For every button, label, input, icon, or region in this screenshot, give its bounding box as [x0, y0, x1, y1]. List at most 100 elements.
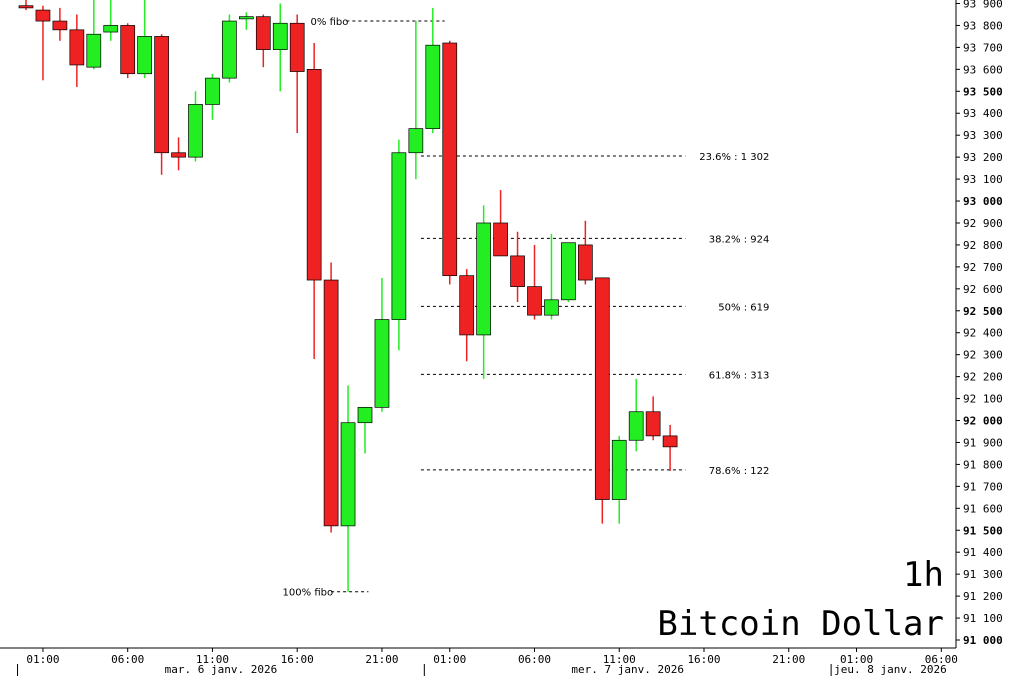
candle-body-up: [103, 25, 119, 33]
candle-body-up: [188, 104, 203, 158]
price-tick-label: 91 000: [963, 634, 1003, 647]
candle: [18, 0, 34, 11]
candle-body-down: [154, 36, 169, 154]
candle: [239, 12, 254, 30]
fibo-label: 0% fibo: [311, 17, 349, 28]
price-tick-label: 91 800: [963, 458, 1003, 471]
price-tick-label: 91 100: [963, 612, 1003, 625]
price-tick-label: 93 300: [963, 129, 1003, 142]
price-tick-label: 91 200: [963, 590, 1003, 603]
candle: [52, 7, 68, 41]
price-tick-label: 93 200: [963, 151, 1003, 164]
time-tick-label: 21:00: [772, 653, 805, 666]
candle-body-down: [171, 152, 186, 158]
candle-body-down: [527, 286, 542, 316]
price-tick-label: 91 900: [963, 436, 1003, 449]
price-tick-label: 92 900: [963, 217, 1003, 230]
candle-body-down: [69, 29, 85, 66]
time-tick-label: 16:00: [281, 653, 314, 666]
candle: [171, 137, 186, 171]
time-tick-label: 11:00: [603, 653, 636, 666]
candle: [35, 5, 51, 81]
time-tick-label: 01:00: [433, 653, 466, 666]
price-tick-label: 91 500: [963, 524, 1003, 537]
time-tick-label: 06:00: [518, 653, 551, 666]
time-tick-label: 21:00: [365, 653, 398, 666]
candle-body-down: [18, 5, 34, 9]
price-tick-label: 93 700: [963, 41, 1003, 54]
candle: [544, 233, 559, 320]
candles: [18, 0, 678, 592]
candle-body-up: [408, 128, 424, 154]
candle-body-up: [425, 44, 441, 129]
candle-body-up: [272, 22, 288, 50]
price-tick-label: 91 400: [963, 546, 1003, 559]
fibo-label: 61.8% : 313: [709, 370, 770, 381]
chart-title: Bitcoin Dollar: [657, 604, 944, 644]
price-tick-label: 92 600: [963, 283, 1003, 296]
candle: [323, 262, 339, 533]
candle: [255, 14, 271, 68]
candle-body-up: [611, 439, 627, 500]
candle: [188, 91, 203, 162]
candle: [69, 14, 85, 87]
candle-body-down: [510, 255, 525, 287]
candle-body-up: [357, 406, 373, 424]
candle-body-down: [120, 25, 136, 75]
price-tick-label: 91 300: [963, 568, 1003, 581]
candle: [611, 435, 627, 524]
candle-body-up: [561, 242, 576, 301]
price-tick-label: 92 700: [963, 261, 1003, 274]
fibo-label: 23.6% : 1 302: [699, 152, 769, 163]
price-tick-label: 92 100: [963, 393, 1003, 406]
fibonacci-retracement: 0% fibo 23.6% : 1 302 38.2% : 924 50% : 619…: [283, 17, 770, 599]
price-tick-label: 93 000: [963, 195, 1003, 208]
candle: [476, 205, 491, 379]
candle-body-down: [289, 22, 305, 72]
price-tick-label: 92 400: [963, 327, 1003, 340]
candle-body-up: [205, 77, 220, 105]
candle-body-down: [594, 277, 610, 500]
candle: [577, 220, 593, 285]
fibo-label: 78.6% : 122: [709, 466, 770, 477]
candle: [459, 269, 475, 362]
candle: [222, 14, 237, 83]
fibo-label: 100% fibo: [283, 588, 334, 599]
candle-body-down: [323, 279, 339, 527]
price-tick-label: 92 000: [963, 415, 1003, 428]
candle-body-down: [255, 16, 271, 50]
candle: [662, 424, 678, 471]
candle-body-up: [391, 152, 407, 320]
price-tick-label: 91 700: [963, 480, 1003, 493]
candle-body-up: [239, 16, 254, 20]
candle-body-down: [459, 275, 475, 336]
time-tick-label: 11:00: [196, 653, 229, 666]
time-tick-label: 06:00: [111, 653, 144, 666]
time-tick-label: 06:00: [925, 653, 958, 666]
candle: [374, 277, 390, 412]
candle-body-up: [544, 299, 559, 316]
time-tick-label: 01:00: [840, 653, 873, 666]
price-tick-label: 93 800: [963, 19, 1003, 32]
candle: [306, 43, 322, 360]
candle: [408, 21, 424, 180]
price-tick-label: 92 200: [963, 371, 1003, 384]
candle: [86, 0, 102, 70]
candle: [272, 3, 288, 92]
price-tick-label: 92 300: [963, 349, 1003, 362]
price-tick-label: 92 500: [963, 305, 1003, 318]
candle: [289, 14, 305, 133]
price-axis: 93 900 93 800 93 700 93 600 93 500 93 400 93 3…: [955, 0, 1003, 648]
day-label: mar. 6 janv. 2026: [165, 663, 278, 676]
candle-body-down: [35, 9, 51, 22]
price-tick-label: 91 600: [963, 502, 1003, 515]
candle-body-down: [577, 244, 593, 281]
candle: [628, 378, 644, 452]
candle-body-up: [137, 36, 152, 75]
candle-body-up: [86, 33, 102, 68]
price-tick-label: 93 900: [963, 0, 1003, 11]
day-label: mer. 7 janv. 2026: [571, 663, 684, 676]
candle: [357, 406, 373, 454]
candle-body-down: [493, 222, 508, 257]
candle: [425, 7, 441, 133]
